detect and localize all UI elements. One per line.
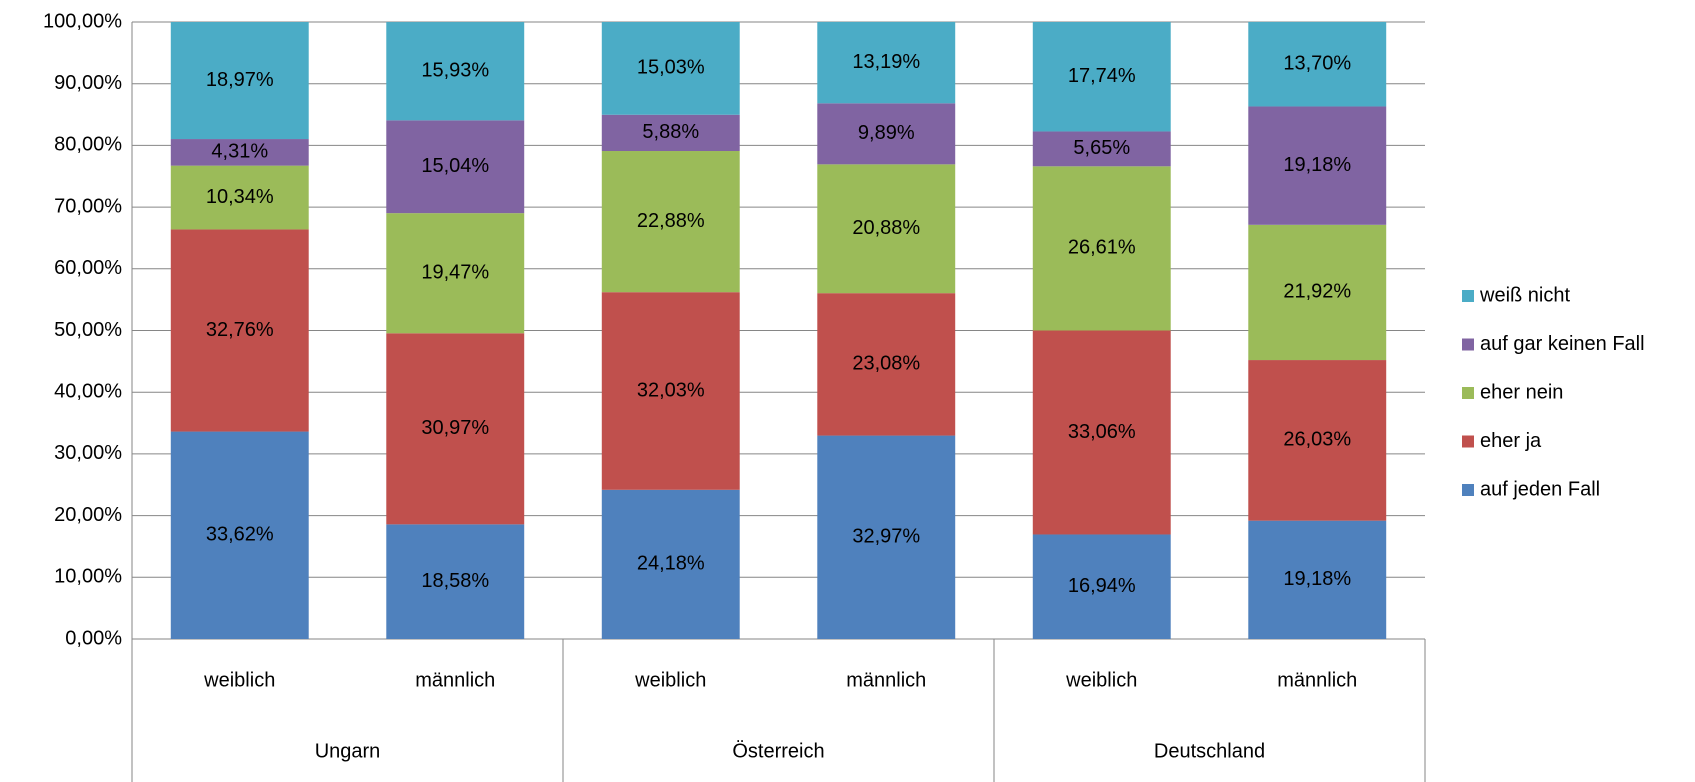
y-tick-label: 40,00% [54, 380, 122, 402]
data-label: 20,88% [852, 217, 920, 239]
data-label: 24,18% [637, 553, 705, 575]
bar-segment [601, 22, 740, 115]
legend-label: auf jeden Fall [1480, 478, 1600, 500]
data-label: 17,74% [1068, 65, 1136, 87]
data-label: 19,47% [421, 261, 489, 283]
y-tick-label: 30,00% [54, 442, 122, 464]
data-label: 33,06% [1068, 421, 1136, 443]
data-label: 5,65% [1073, 137, 1130, 159]
bar-segment [1248, 224, 1387, 361]
data-label: 30,97% [421, 417, 489, 439]
bar-segment [817, 435, 956, 639]
data-label: 4,31% [211, 141, 268, 163]
data-label: 33,62% [206, 524, 274, 546]
bar-segment [1248, 21, 1387, 107]
bar-segment [1032, 330, 1171, 535]
legend-label: auf gar keinen Fall [1480, 333, 1645, 355]
bar-segment [170, 22, 309, 140]
data-label: 16,94% [1068, 575, 1136, 597]
y-tick-label: 50,00% [54, 319, 122, 341]
legend-label: weiß nicht [1479, 284, 1570, 306]
bar-segment [386, 120, 525, 214]
legend-swatch [1462, 435, 1474, 448]
bar-segment [601, 151, 740, 293]
data-label: 32,97% [852, 526, 920, 548]
y-tick-label: 80,00% [54, 134, 122, 156]
data-label: 13,19% [852, 51, 920, 73]
bar-segment [817, 293, 956, 436]
bar-segment [1248, 520, 1387, 639]
y-tick-label: 0,00% [65, 627, 122, 649]
x-tick-label: männlich [415, 669, 495, 691]
data-label: 26,03% [1283, 429, 1351, 451]
bar-segment [1032, 22, 1171, 132]
legend-swatch [1462, 338, 1474, 351]
bar-segment [817, 164, 956, 294]
bar-segment [1032, 166, 1171, 331]
data-label: 18,58% [421, 570, 489, 592]
data-label: 15,93% [421, 59, 489, 81]
bar-segment [1032, 131, 1171, 167]
x-tick-label: weiblich [203, 669, 275, 691]
group-label: Deutschland [1154, 740, 1265, 762]
data-label: 19,18% [1283, 568, 1351, 590]
data-label: 5,88% [642, 121, 699, 143]
x-tick-label: weiblich [634, 669, 706, 691]
bar-segment [601, 489, 740, 639]
data-label: 22,88% [637, 210, 705, 232]
data-label: 9,89% [858, 122, 915, 144]
data-label: 32,03% [637, 379, 705, 401]
x-tick-label: weiblich [1065, 669, 1137, 691]
data-label: 23,08% [852, 353, 920, 375]
data-label: 10,34% [206, 186, 274, 208]
bar-segment [601, 114, 740, 152]
data-label: 19,18% [1283, 154, 1351, 176]
bar-segment [386, 524, 525, 639]
legend-swatch [1462, 290, 1474, 302]
y-tick-label: 90,00% [54, 72, 122, 94]
data-label: 21,92% [1283, 281, 1351, 303]
group-label: Ungarn [315, 740, 381, 762]
legend-label: eher ja [1480, 430, 1542, 452]
y-tick-label: 70,00% [54, 195, 122, 217]
group-label: Österreich [732, 740, 824, 762]
legend-swatch [1462, 387, 1474, 399]
legend-swatch [1462, 484, 1474, 496]
bar-segment [170, 165, 309, 230]
bar-segment [170, 431, 309, 639]
data-label: 15,04% [421, 155, 489, 177]
y-tick-label: 10,00% [54, 566, 122, 588]
bar-segment [386, 333, 525, 525]
x-tick-label: männlich [846, 669, 926, 691]
bar-segment [386, 213, 525, 334]
legend-label: eher nein [1480, 381, 1563, 403]
y-tick-label: 20,00% [54, 504, 122, 526]
bar-segment [817, 103, 956, 165]
y-tick-label: 100,00% [43, 10, 122, 32]
y-tick-label: 60,00% [54, 257, 122, 279]
bar-segment [170, 139, 309, 166]
data-label: 32,76% [206, 319, 274, 341]
x-tick-label: männlich [1277, 669, 1357, 691]
bar-segment [817, 21, 956, 104]
data-label: 18,97% [206, 69, 274, 91]
bar-segment [1248, 106, 1387, 225]
bar-segment [1248, 360, 1387, 521]
data-label: 13,70% [1283, 52, 1351, 74]
data-label: 26,61% [1068, 237, 1136, 259]
bar-segment [601, 292, 740, 490]
data-label: 15,03% [637, 57, 705, 79]
bar-segment [386, 22, 525, 121]
bar-segment [1032, 534, 1171, 639]
bar-segment [170, 229, 309, 432]
